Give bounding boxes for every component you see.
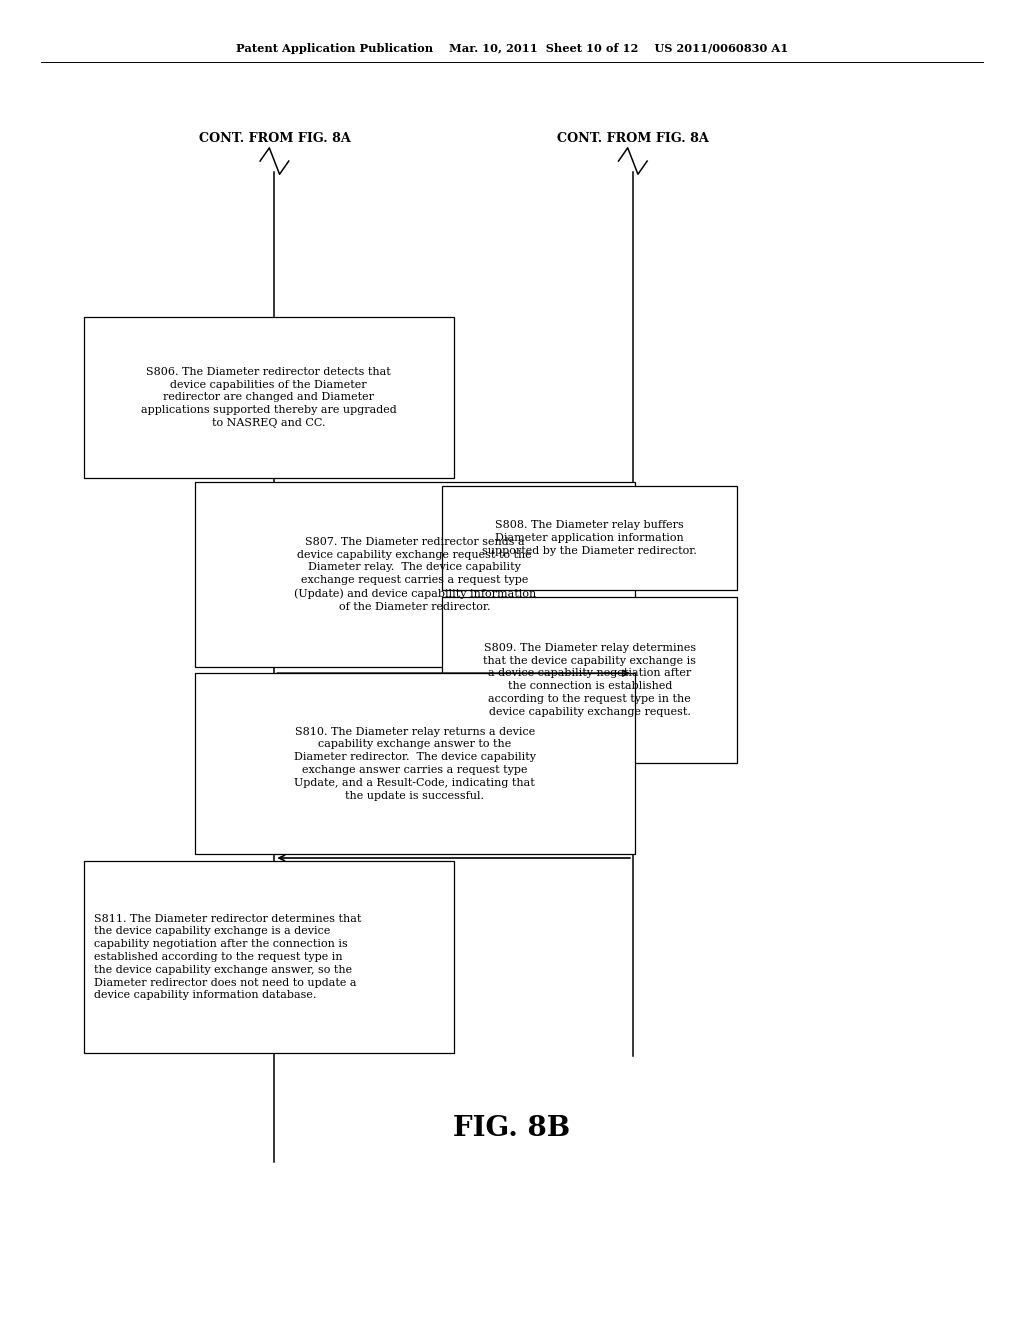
Bar	[442, 486, 737, 590]
Text: S806. The Diameter redirector detects that
device capabilities of the Diameter
r: S806. The Diameter redirector detects th…	[141, 367, 396, 428]
Text: FIG. 8B: FIG. 8B	[454, 1115, 570, 1142]
Text: S810. The Diameter relay returns a device
capability exchange answer to the
Diam: S810. The Diameter relay returns a devic…	[294, 726, 536, 801]
Text: CONT. FROM FIG. 8A: CONT. FROM FIG. 8A	[557, 132, 709, 145]
Text: Patent Application Publication    Mar. 10, 2011  Sheet 10 of 12    US 2011/00608: Patent Application Publication Mar. 10, …	[236, 44, 788, 54]
Text: S808. The Diameter relay buffers
Diameter application information
supported by t: S808. The Diameter relay buffers Diamete…	[482, 520, 697, 556]
Text: S807. The Diameter redirector sends a
device capability exchange request to the
: S807. The Diameter redirector sends a de…	[294, 537, 536, 611]
Bar	[442, 597, 737, 763]
Text: S809. The Diameter relay determines
that the device capability exchange is
a dev: S809. The Diameter relay determines that…	[483, 643, 696, 717]
Bar	[84, 861, 454, 1053]
Text: S811. The Diameter redirector determines that
the device capability exchange is : S811. The Diameter redirector determines…	[94, 913, 361, 1001]
Bar	[195, 482, 635, 667]
Bar	[84, 317, 454, 478]
Bar	[195, 673, 635, 854]
Text: CONT. FROM FIG. 8A: CONT. FROM FIG. 8A	[199, 132, 350, 145]
